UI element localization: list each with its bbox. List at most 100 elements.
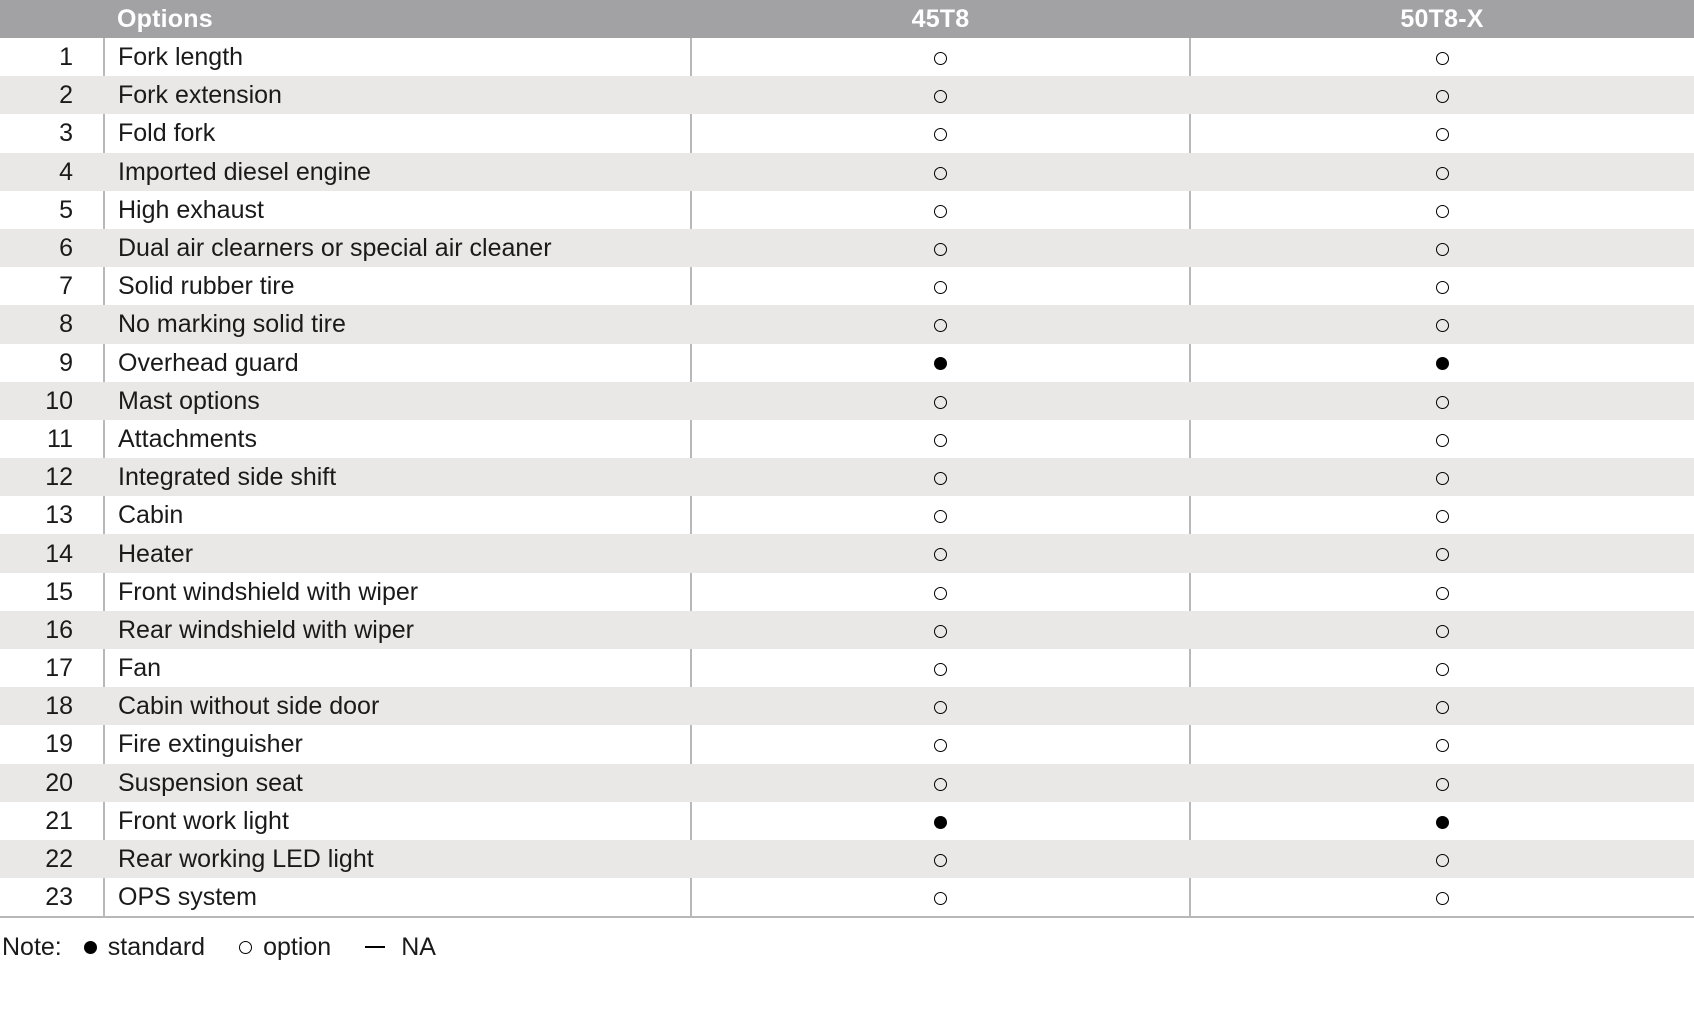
options-table: Options 45T8 50T8-X 1 Fork length 2 Fork ex…: [0, 0, 1694, 917]
cell-50t8x: [1190, 229, 1694, 267]
table-row: 21 Front work light: [0, 801, 1694, 840]
legend-note: Note: standard option NA: [0, 918, 1694, 976]
cell-50t8x: [1189, 725, 1694, 764]
legend-label: Note:: [2, 932, 62, 961]
cell-50t8x: [1190, 382, 1694, 420]
table-row: 5 High exhaust: [0, 190, 1694, 229]
table-row: 3 Fold fork: [0, 114, 1694, 153]
row-index: 21: [45, 806, 73, 835]
cell-45t8: [691, 611, 1190, 649]
row-index: 3: [59, 119, 73, 148]
cell-50t8x: [1190, 840, 1694, 878]
cell-50t8x: [1189, 343, 1694, 382]
dash-icon: [365, 946, 386, 949]
cell-50t8x: [1189, 649, 1694, 688]
cell-50t8x: [1190, 305, 1694, 343]
table-row: 16 Rear windshield with wiper: [0, 610, 1694, 649]
cell-45t8: [690, 496, 1190, 535]
hollow-circle-icon: [1436, 128, 1449, 142]
hollow-circle-icon: [1436, 166, 1449, 180]
filled-circle-icon: [1436, 815, 1449, 829]
hollow-circle-icon: [934, 701, 947, 715]
row-option-label: Dual air clearners or special air cleane…: [118, 234, 552, 263]
cell-50t8x: [1189, 114, 1694, 153]
hollow-circle-icon: [934, 892, 947, 906]
cell-50t8x: [1190, 611, 1694, 649]
hollow-circle-icon: [1436, 51, 1449, 65]
cell-50t8x: [1190, 534, 1694, 572]
table-row: 10 Mast options: [0, 381, 1694, 420]
cell-50t8x: [1189, 878, 1694, 917]
cell-45t8: [691, 458, 1190, 496]
cell-45t8: [691, 764, 1190, 802]
table-row: 14 Heater: [0, 534, 1694, 573]
legend-item-option-label: option: [263, 932, 332, 961]
hollow-circle-icon: [1436, 701, 1449, 715]
hollow-circle-icon: [934, 166, 947, 180]
row-option-label: Cabin: [103, 496, 691, 535]
hollow-circle-icon: [934, 51, 947, 65]
cell-45t8: [690, 343, 1190, 382]
filled-circle-icon: [934, 815, 947, 829]
hollow-circle-icon: [1436, 433, 1449, 447]
cell-45t8: [691, 305, 1190, 343]
row-index: 9: [59, 348, 73, 377]
hollow-circle-icon: [1436, 510, 1449, 524]
hollow-circle-icon: [934, 281, 947, 295]
table-row: 12 Integrated side shift: [0, 458, 1694, 497]
table-row: 13 Cabin: [0, 496, 1694, 535]
row-index: 20: [45, 768, 73, 797]
cell-50t8x: [1189, 572, 1694, 611]
hollow-circle-icon: [934, 128, 947, 142]
row-option-label: Fan: [103, 649, 691, 688]
column-header-options: Options: [104, 0, 691, 38]
row-option-label: Front windshield with wiper: [103, 572, 691, 611]
table-row: 1 Fork length: [0, 38, 1694, 77]
cell-50t8x: [1189, 190, 1694, 229]
row-option-label: Overhead guard: [103, 343, 691, 382]
legend-item-na-label: NA: [401, 932, 436, 961]
table-header-row: Options 45T8 50T8-X: [0, 0, 1694, 38]
row-option-label: Suspension seat: [118, 768, 303, 797]
hollow-circle-icon: [934, 242, 947, 256]
filled-circle-icon: [83, 940, 97, 954]
row-index: 23: [45, 883, 73, 912]
hollow-circle-icon: [1436, 281, 1449, 295]
column-header-50t8x: 50T8-X: [1190, 0, 1694, 38]
table-row: 2 Fork extension: [0, 76, 1694, 115]
hollow-circle-icon: [934, 472, 947, 486]
row-option-label: Cabin without side door: [118, 692, 380, 721]
hollow-circle-icon: [934, 777, 947, 791]
legend-item-standard-label: standard: [107, 932, 206, 961]
table-row: 7 Solid rubber tire: [0, 267, 1694, 306]
row-index: 6: [59, 234, 73, 263]
table-row: 18 Cabin without side door: [0, 687, 1694, 726]
row-option-label: Fork extension: [118, 81, 282, 110]
hollow-circle-icon: [1436, 739, 1449, 753]
table-row: 20 Suspension seat: [0, 763, 1694, 802]
cell-45t8: [691, 534, 1190, 572]
row-index: 11: [47, 424, 73, 453]
row-index: 15: [45, 577, 73, 606]
cell-45t8: [690, 38, 1190, 77]
row-option-label: Heater: [118, 539, 194, 568]
row-option-label: High exhaust: [103, 190, 691, 229]
table-row: 6 Dual air clearners or special air clean…: [0, 228, 1694, 268]
cell-45t8: [691, 687, 1190, 725]
row-option-label: Attachments: [103, 419, 691, 459]
hollow-circle-icon: [934, 433, 947, 447]
cell-45t8: [691, 840, 1190, 878]
table-row: 17 Fan: [0, 649, 1694, 688]
row-index: 2: [59, 81, 73, 110]
table-row: 23 OPS system: [0, 878, 1694, 917]
row-option-label: Fork length: [103, 38, 691, 77]
legend-item-standard: standard: [83, 932, 206, 962]
filled-circle-icon: [1436, 357, 1449, 371]
legend-item-na: NA: [365, 933, 436, 962]
hollow-circle-icon: [1436, 624, 1449, 638]
table-body: 1 Fork length 2 Fork extension 3 Fold fork 4 Im…: [0, 38, 1694, 917]
cell-45t8: [690, 878, 1190, 917]
row-index: 12: [45, 463, 73, 492]
row-option-label: Fire extinguisher: [103, 725, 691, 764]
